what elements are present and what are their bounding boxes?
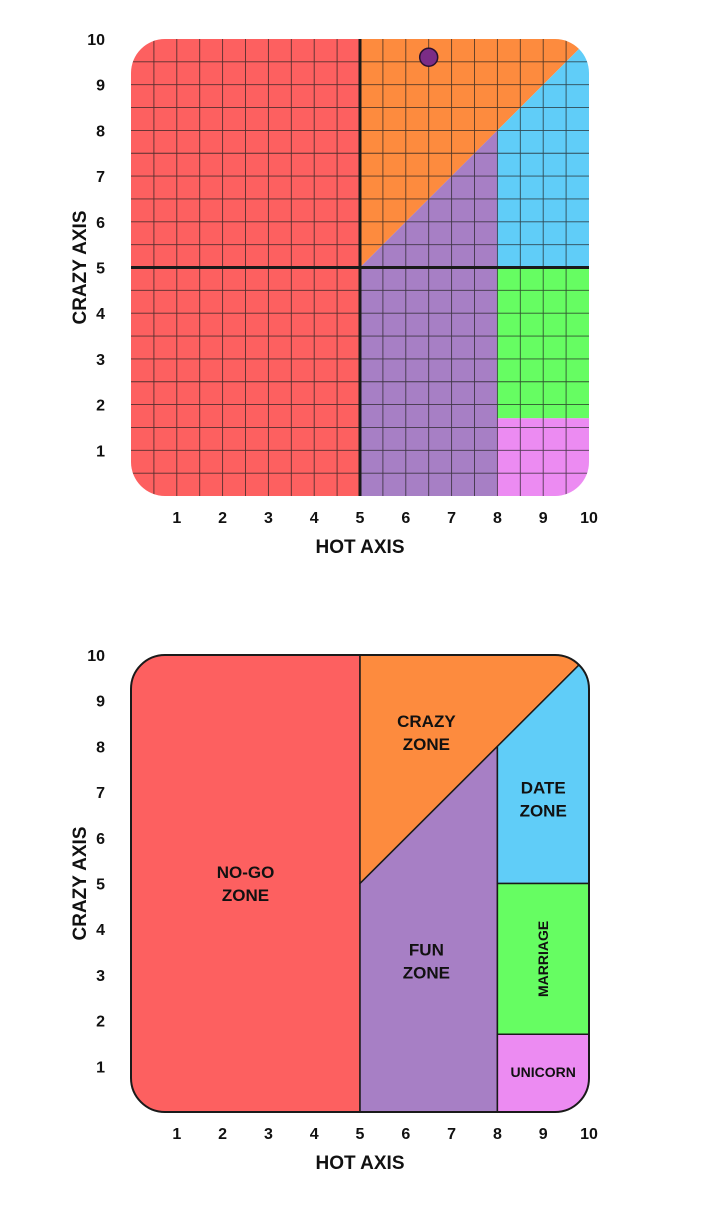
- top-y-tick: 7: [96, 169, 105, 186]
- bottom-x-tick: 6: [401, 1126, 410, 1143]
- top-y-tick: 9: [96, 78, 105, 95]
- diagram-border: [130, 654, 590, 1113]
- top-x-tick: 2: [218, 510, 227, 527]
- zone-label-date: DATE: [521, 778, 566, 797]
- data-point: [418, 47, 439, 68]
- bottom-y-tick: 2: [96, 1014, 105, 1031]
- bottom-y-tick: 8: [96, 739, 105, 756]
- zone-label-unicorn: UNICORN: [511, 1064, 576, 1080]
- zone-unicorn: [496, 1033, 589, 1112]
- top-x-tick: 10: [580, 510, 598, 527]
- bottom-y-tick: 10: [87, 648, 105, 665]
- top-x-tick: 6: [401, 510, 410, 527]
- zone-label-nogo: NO-GO: [217, 863, 275, 882]
- bottom-x-tick: 5: [356, 1126, 365, 1143]
- top-y-tick: 6: [96, 215, 105, 232]
- top-x-axis-title: HOT AXIS: [315, 537, 404, 558]
- bottom-x-tick: 8: [493, 1126, 502, 1143]
- top-y-tick: 4: [96, 306, 105, 323]
- zone-label-marriage: MARRIAGE: [535, 921, 551, 997]
- zone-diagram: NO-GO ZONE CRAZY ZONE FUN ZONE DATE ZONE MARRIAG…: [70, 648, 598, 1174]
- top-y-tick: 5: [96, 261, 105, 278]
- bottom-y-tick: 4: [96, 922, 105, 939]
- bottom-y-tick: 6: [96, 831, 105, 848]
- bottom-x-tick: 3: [264, 1126, 273, 1143]
- top-x-tick: 8: [493, 510, 502, 527]
- top-y-tick: 3: [96, 352, 105, 369]
- top-y-tick: 1: [96, 443, 105, 460]
- bottom-x-tick: 9: [539, 1126, 548, 1143]
- bottom-x-tick: 4: [310, 1126, 319, 1143]
- top-y-axis-title: CRAZY AXIS: [70, 210, 91, 324]
- top-y-tick: 2: [96, 398, 105, 415]
- grid-chart: 1 2 3 4 5 6 7 8 9 10 1 2 3 4 5 6 7 8 9 10 HOT AXIS CRAZY AXIS: [70, 32, 598, 558]
- zone-label-crazy: CRAZY: [397, 712, 456, 731]
- bottom-y-tick: 7: [96, 785, 105, 802]
- bottom-x-tick: 10: [580, 1126, 598, 1143]
- zone-label-date: ZONE: [520, 801, 567, 820]
- top-x-tick: 1: [172, 510, 181, 527]
- zone-label-fun: ZONE: [403, 964, 450, 983]
- top-y-tick: 10: [87, 32, 105, 49]
- bottom-x-tick: 1: [172, 1126, 181, 1143]
- bottom-x-tick: 7: [447, 1126, 456, 1143]
- top-x-tick: 4: [310, 510, 319, 527]
- bottom-y-tick: 5: [96, 877, 105, 894]
- bottom-y-tick: 3: [96, 968, 105, 985]
- top-y-tick: 8: [96, 123, 105, 140]
- top-x-tick: 9: [539, 510, 548, 527]
- bottom-x-tick: 2: [218, 1126, 227, 1143]
- zone-label-fun: FUN: [409, 941, 444, 960]
- top-x-tick: 3: [264, 510, 273, 527]
- bottom-y-axis-title: CRAZY AXIS: [70, 826, 91, 940]
- top-x-tick: 5: [356, 510, 365, 527]
- bottom-y-tick: 1: [96, 1059, 105, 1076]
- zone-label-crazy: ZONE: [403, 735, 450, 754]
- zone-label-nogo: ZONE: [222, 886, 269, 905]
- bottom-y-tick: 9: [96, 694, 105, 711]
- bottom-x-axis-title: HOT AXIS: [315, 1153, 404, 1174]
- zone-nogo: [131, 655, 361, 1112]
- top-x-tick: 7: [447, 510, 456, 527]
